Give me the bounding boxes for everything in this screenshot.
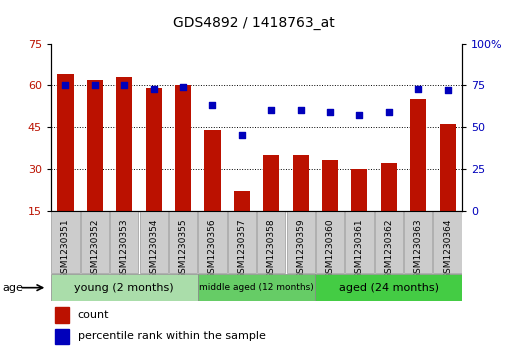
FancyBboxPatch shape	[110, 211, 138, 273]
Bar	[380, 163, 397, 211]
Bar	[204, 130, 220, 211]
Text: GSM1230358: GSM1230358	[267, 218, 276, 279]
Point	[120, 82, 129, 88]
Point	[414, 86, 422, 91]
Text: young (2 months): young (2 months)	[75, 283, 174, 293]
Text: GSM1230362: GSM1230362	[384, 218, 393, 279]
Bar	[439, 124, 456, 211]
Text: GSM1230352: GSM1230352	[90, 218, 100, 279]
Text: GSM1230357: GSM1230357	[237, 218, 246, 279]
Bar	[352, 169, 367, 211]
Point	[61, 82, 70, 88]
FancyBboxPatch shape	[51, 274, 198, 301]
Bar	[116, 77, 133, 211]
Point	[91, 82, 99, 88]
Text: aged (24 months): aged (24 months)	[339, 283, 439, 293]
Bar	[410, 99, 426, 211]
Point	[355, 113, 363, 118]
Text: GSM1230363: GSM1230363	[414, 218, 423, 279]
Bar	[55, 307, 69, 323]
Text: GSM1230353: GSM1230353	[120, 218, 129, 279]
Text: GSM1230354: GSM1230354	[149, 218, 158, 279]
Point	[267, 107, 275, 113]
FancyBboxPatch shape	[228, 211, 256, 273]
FancyBboxPatch shape	[315, 274, 462, 301]
Text: GSM1230355: GSM1230355	[178, 218, 187, 279]
Bar	[87, 80, 103, 211]
Text: GSM1230364: GSM1230364	[443, 218, 452, 279]
FancyBboxPatch shape	[81, 211, 109, 273]
Point	[443, 87, 452, 93]
Text: GSM1230356: GSM1230356	[208, 218, 217, 279]
Bar	[234, 191, 250, 211]
Bar	[322, 160, 338, 211]
FancyBboxPatch shape	[287, 211, 315, 273]
Bar	[55, 329, 69, 344]
Text: GSM1230361: GSM1230361	[355, 218, 364, 279]
Text: GDS4892 / 1418763_at: GDS4892 / 1418763_at	[173, 16, 335, 30]
Point	[326, 109, 334, 115]
Bar	[293, 155, 309, 211]
Bar	[263, 155, 279, 211]
FancyBboxPatch shape	[404, 211, 432, 273]
Text: count: count	[78, 310, 109, 319]
FancyBboxPatch shape	[316, 211, 344, 273]
Bar	[57, 74, 74, 211]
Text: GSM1230351: GSM1230351	[61, 218, 70, 279]
FancyBboxPatch shape	[51, 211, 80, 273]
Text: percentile rank within the sample: percentile rank within the sample	[78, 331, 265, 341]
FancyBboxPatch shape	[198, 274, 315, 301]
Point	[149, 86, 157, 91]
FancyBboxPatch shape	[375, 211, 403, 273]
Point	[208, 102, 216, 108]
Point	[179, 84, 187, 90]
FancyBboxPatch shape	[433, 211, 462, 273]
Text: GSM1230360: GSM1230360	[326, 218, 335, 279]
Point	[297, 107, 305, 113]
Bar	[175, 85, 191, 211]
FancyBboxPatch shape	[345, 211, 373, 273]
Point	[238, 132, 246, 138]
Text: middle aged (12 months): middle aged (12 months)	[199, 283, 314, 292]
Bar	[146, 88, 162, 211]
Point	[385, 109, 393, 115]
Text: GSM1230359: GSM1230359	[296, 218, 305, 279]
FancyBboxPatch shape	[169, 211, 197, 273]
FancyBboxPatch shape	[257, 211, 285, 273]
FancyBboxPatch shape	[198, 211, 227, 273]
FancyBboxPatch shape	[140, 211, 168, 273]
Text: age: age	[3, 283, 23, 293]
